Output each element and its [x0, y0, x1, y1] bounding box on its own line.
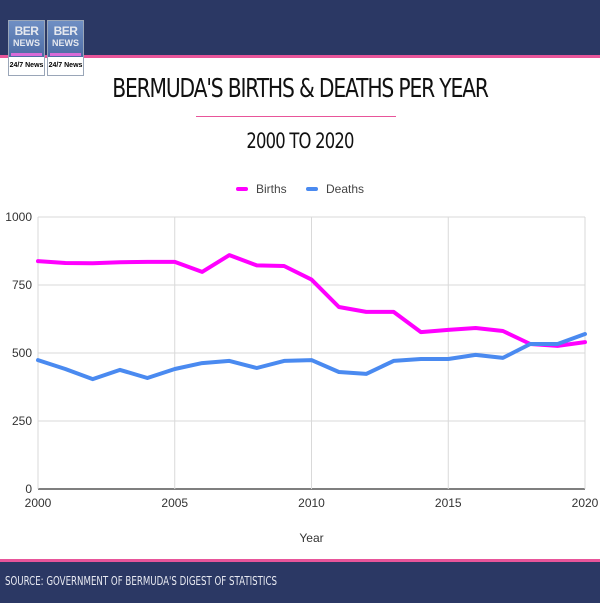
y-tick-label: 250	[12, 414, 32, 428]
y-tick-label: 500	[12, 346, 32, 360]
logo-news-text: NEWS	[48, 38, 83, 48]
births-swatch-icon	[236, 187, 248, 191]
y-tick-label: 1000	[5, 210, 32, 224]
x-tick-label: 2020	[572, 496, 599, 510]
legend-item-births[interactable]: Births	[236, 182, 287, 196]
logo-tagline: 24/7 News	[48, 57, 83, 75]
legend-item-deaths[interactable]: Deaths	[306, 182, 364, 196]
logo-news-text: NEWS	[9, 38, 44, 48]
header-bar	[0, 0, 600, 58]
legend-label-births: Births	[256, 182, 287, 196]
logo-ber-text: BER	[48, 24, 83, 38]
chart-legend: Births Deaths	[0, 180, 600, 196]
logo-ber-text: BER	[9, 24, 44, 38]
x-tick-label: 2010	[298, 496, 325, 510]
title-divider	[196, 116, 396, 117]
logo-accent-bar	[11, 53, 42, 56]
chart-title: BERMUDA'S BIRTHS & DEATHS PER YEAR	[66, 74, 534, 104]
line-chart: 0 250 500 750 1000 2000 2005 2010 2015 2020 Year	[0, 200, 600, 555]
logo-tagline: 24/7 News	[9, 57, 44, 75]
footer-bar: SOURCE: GOVERNMENT OF BERMUDA'S DIGEST O…	[0, 559, 600, 603]
x-tick-label: 2000	[25, 496, 52, 510]
logo-accent-bar	[50, 53, 81, 56]
source-credit: SOURCE: GOVERNMENT OF BERMUDA'S DIGEST O…	[5, 574, 277, 588]
logo-tile: BER NEWS 24/7 News	[8, 20, 45, 76]
x-tick-label: 2005	[161, 496, 188, 510]
x-tick-label: 2015	[435, 496, 462, 510]
chart-subtitle: 2000 TO 2020	[66, 129, 534, 153]
x-axis-title: Year	[299, 531, 323, 545]
legend-label-deaths: Deaths	[326, 182, 364, 196]
bernews-logo[interactable]: BER NEWS 24/7 News BER NEWS 24/7 News	[8, 20, 86, 76]
logo-tile: BER NEWS 24/7 News	[47, 20, 84, 76]
y-tick-label: 0	[25, 482, 32, 496]
y-tick-label: 750	[12, 278, 32, 292]
deaths-swatch-icon	[306, 187, 318, 191]
